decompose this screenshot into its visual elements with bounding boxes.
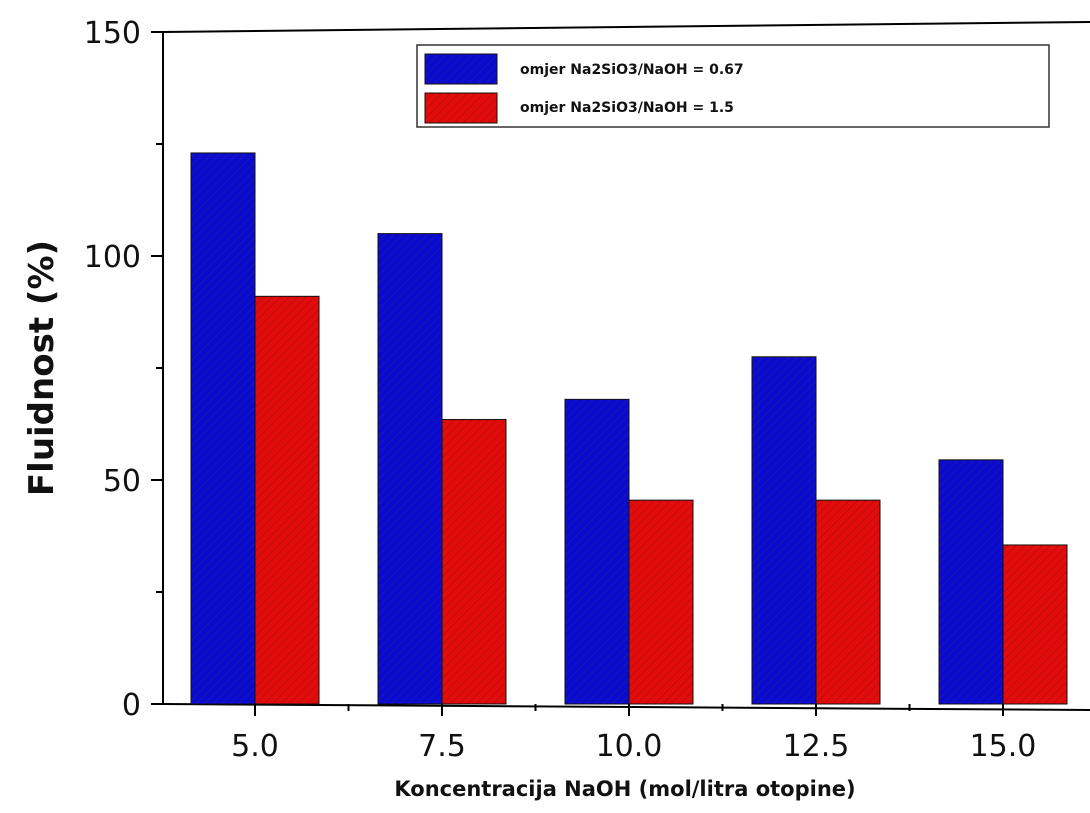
y-tick-label: 50 [103,464,141,499]
legend-swatch-series-1 [424,53,498,85]
bar-series-1-5-0 [190,152,256,705]
y-axis-title: Fluidnost (%) [22,240,62,496]
x-axis-line [162,703,1090,711]
bar-series-2-5-0 [254,295,320,705]
x-tick-label: 5.0 [231,729,279,764]
bar-series-2-7-5 [441,419,507,705]
bar-series-2-12-5 [815,499,881,705]
legend-box [416,44,1050,128]
y-tick-label: 150 [84,16,141,51]
top-frame-line [162,21,1090,33]
x-tick-label: 12.5 [783,729,850,764]
bar-series-1-12-5 [751,356,817,705]
legend: omjer Na2SiO3/NaOH = 0.67 omjer Na2SiO3/… [416,44,1050,128]
bar-series-2-10-0 [628,499,694,705]
bar-series-1-7-5 [377,233,443,705]
bar-series-1-15-0 [938,459,1004,705]
legend-swatch-series-2 [424,92,498,124]
x-tick-label: 15.0 [970,729,1037,764]
x-tick-label: 7.5 [418,729,466,764]
bar-series-1-10-0 [564,398,630,705]
x-tick-label: 10.0 [596,729,663,764]
x-axis-ticks: 5.0 7.5 10.0 12.5 15.0 [231,704,1036,764]
bars [190,152,1068,705]
legend-label-series-1: omjer Na2SiO3/NaOH = 0.67 [520,62,744,78]
y-axis-ticks: 0 50 100 150 [84,16,163,723]
legend-label-series-2: omjer Na2SiO3/NaOH = 1.5 [520,100,734,116]
bar-series-2-15-0 [1002,544,1068,705]
y-tick-label: 0 [122,688,141,723]
y-tick-label: 100 [84,240,141,275]
x-axis-title: Koncentracija NaOH (mol/litra otopine) [394,777,855,801]
